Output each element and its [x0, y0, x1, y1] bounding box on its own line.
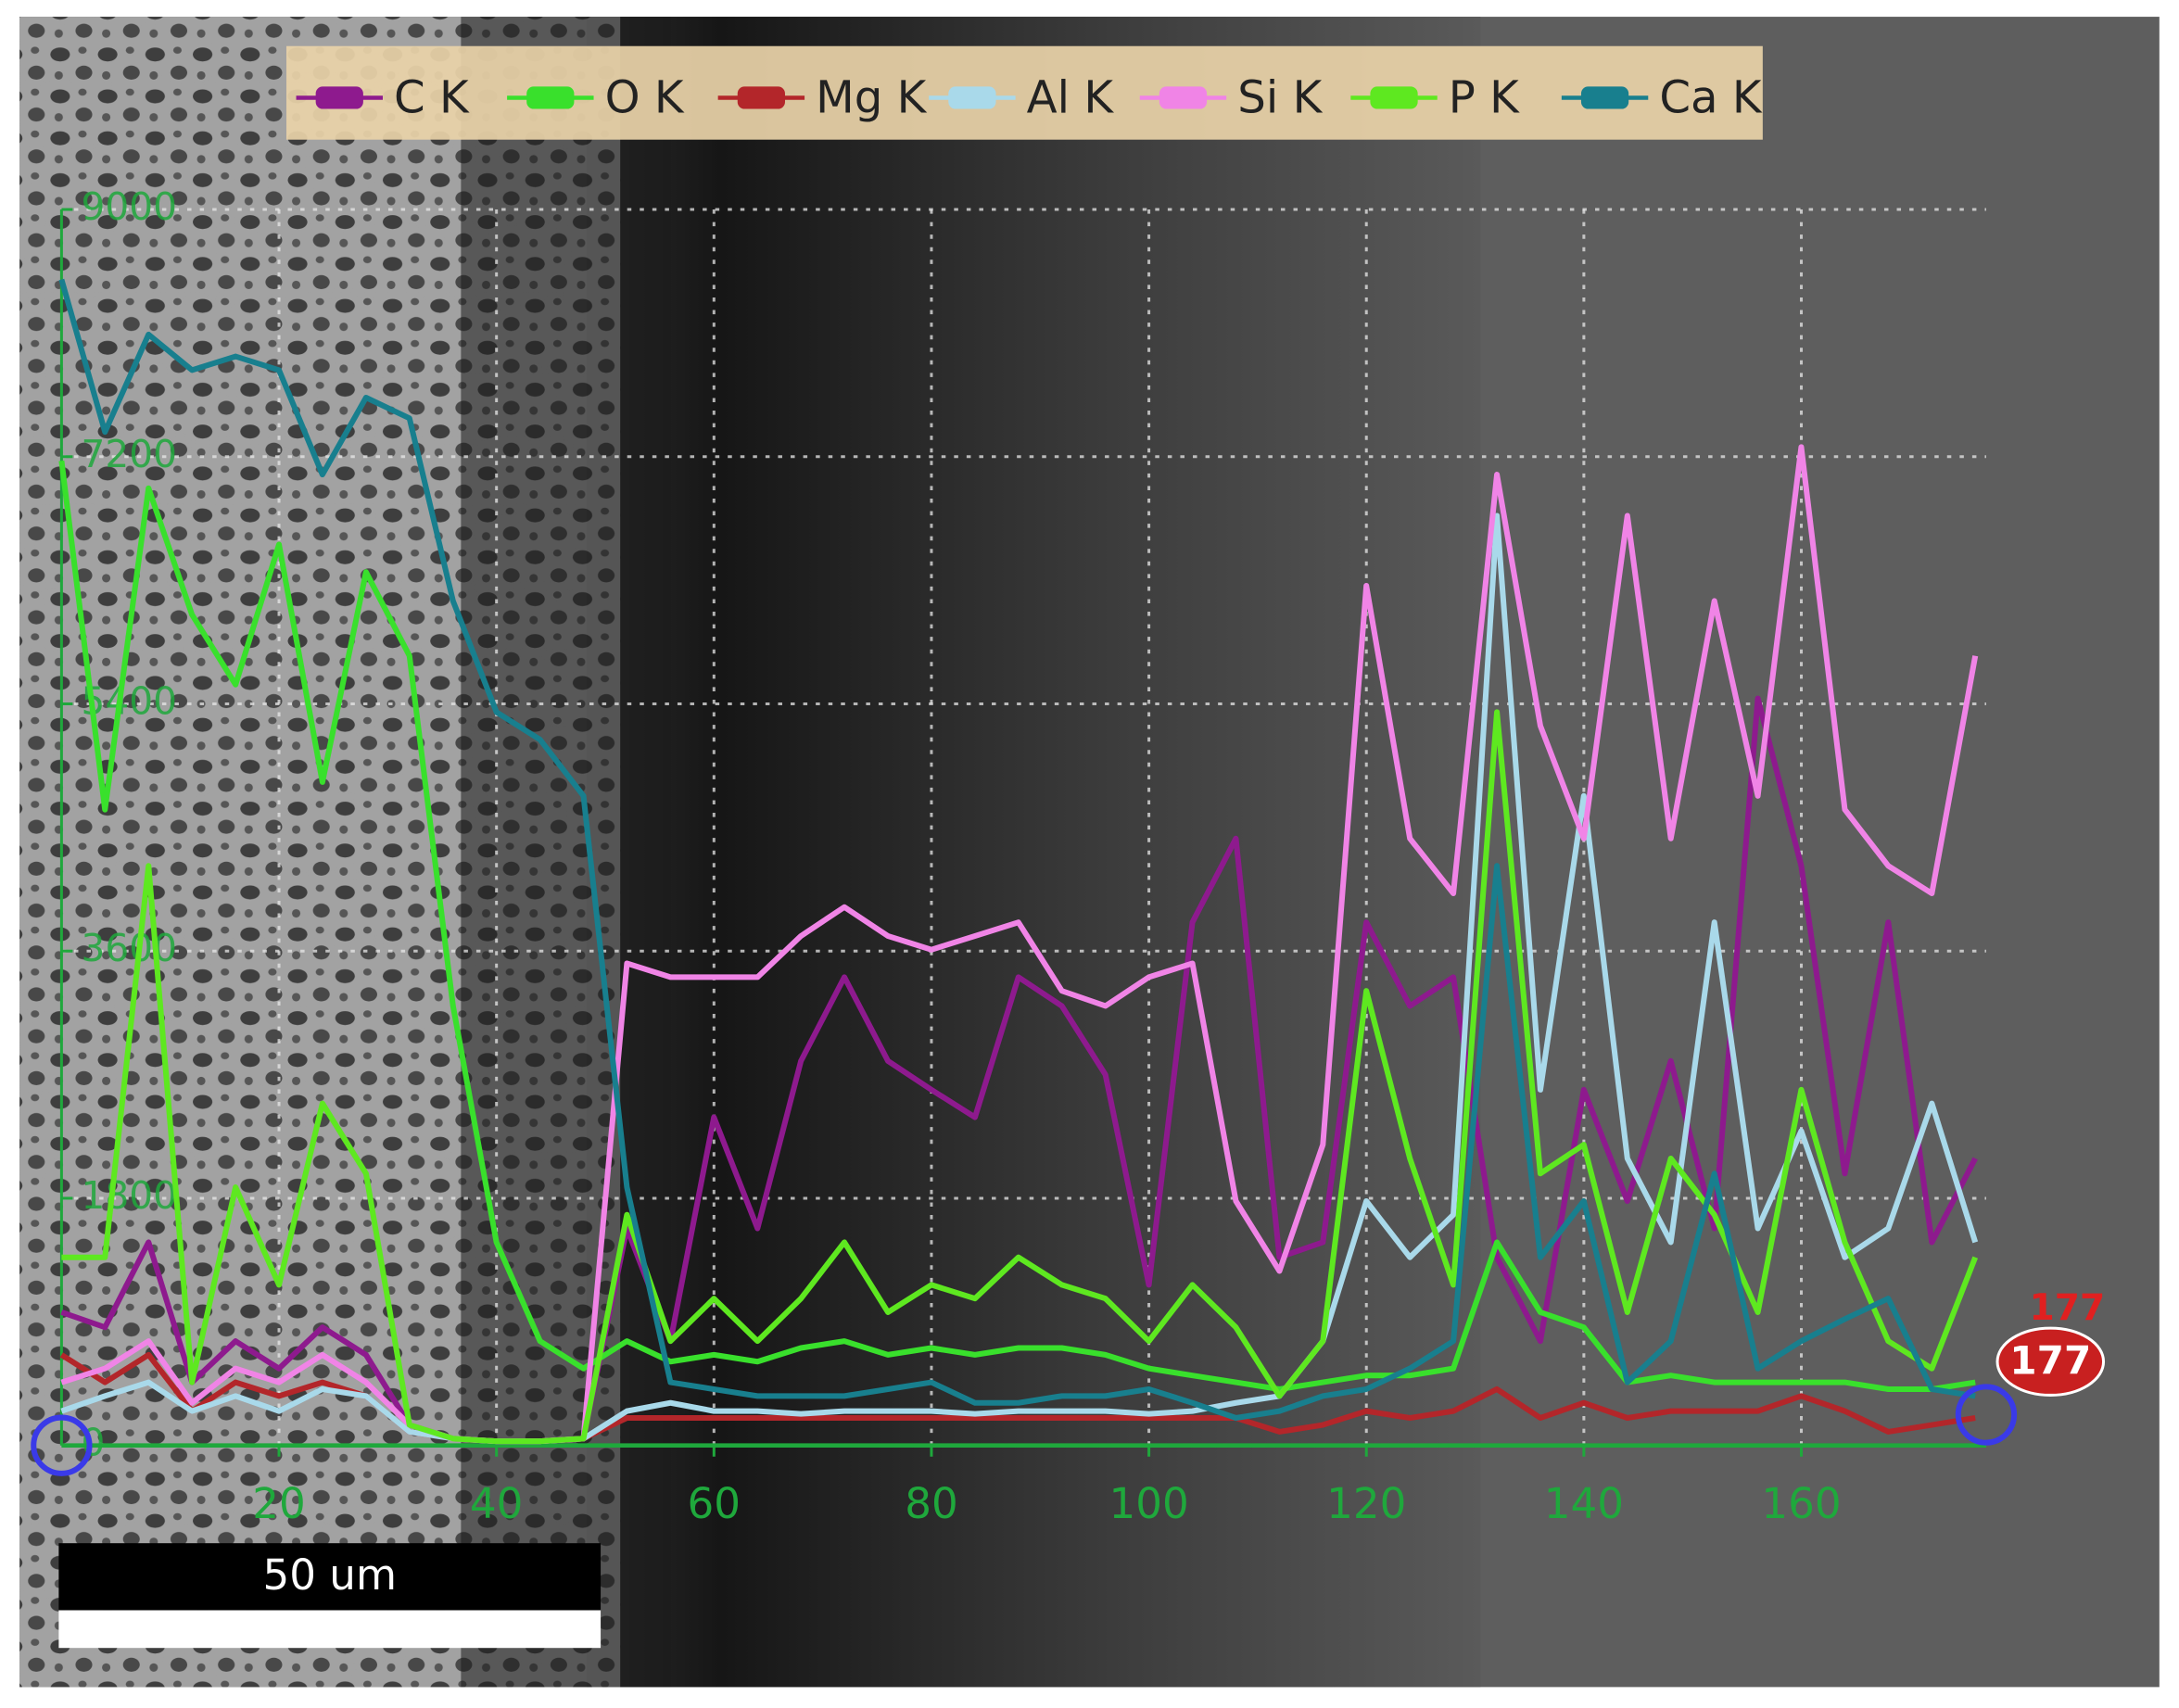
- legend-marker: [1370, 86, 1418, 109]
- y-tick-label: 1800: [81, 1173, 177, 1218]
- x-tick-label: 100: [1109, 1479, 1188, 1528]
- series-line: [58, 460, 1976, 1392]
- legend-label: O K: [605, 72, 685, 124]
- lines: [58, 278, 1979, 1445]
- series-line: [60, 444, 1979, 1445]
- legend-marker: [315, 86, 363, 109]
- x-tick-label: 120: [1326, 1479, 1406, 1528]
- legend-marker: [1580, 86, 1629, 109]
- y-tick-label: 9000: [81, 184, 177, 229]
- legend-marker: [1159, 86, 1208, 109]
- series-line: [60, 695, 1978, 1445]
- cursor-label: 177: [2029, 1287, 2105, 1329]
- legend-label: P K: [1449, 72, 1520, 124]
- cursor-end: [1955, 1384, 2018, 1446]
- x-tick-label: 160: [1761, 1479, 1841, 1528]
- y-tick-label: 7200: [81, 432, 177, 476]
- scale-bar-label: 50 um: [262, 1550, 397, 1600]
- cursor-badge-label: 177: [2009, 1337, 2091, 1383]
- legend-box: [286, 45, 1763, 140]
- legend-label: Al K: [1027, 72, 1115, 124]
- y-tick-label: 5400: [81, 679, 177, 724]
- cursor-badge: [1995, 1326, 2106, 1397]
- legend-label: Mg K: [816, 72, 928, 124]
- scale-bar: [58, 1610, 602, 1649]
- scale-bar-box: [58, 1543, 602, 1611]
- x-tick-label: 40: [470, 1479, 524, 1528]
- x-tick-label: 80: [905, 1479, 958, 1528]
- y-tick-label: 3600: [81, 926, 177, 970]
- legend-marker: [526, 86, 575, 109]
- x-tick-label: 60: [688, 1479, 741, 1528]
- x-tick-label: 20: [252, 1479, 306, 1528]
- legend-marker: [948, 86, 996, 109]
- x-tick-label: 140: [1544, 1479, 1624, 1528]
- cursor-start: [31, 1414, 93, 1476]
- series-line: [58, 278, 1976, 1422]
- micrograph-shadow: [461, 17, 671, 1688]
- series-line: [61, 709, 1979, 1445]
- legend-label: Si K: [1237, 72, 1323, 124]
- legend-label: C K: [394, 72, 470, 124]
- legend-marker: [737, 86, 785, 109]
- legend: C K O K Mg K Al K Si K P K Ca K: [296, 72, 1763, 124]
- legend-label: Ca K: [1659, 72, 1763, 124]
